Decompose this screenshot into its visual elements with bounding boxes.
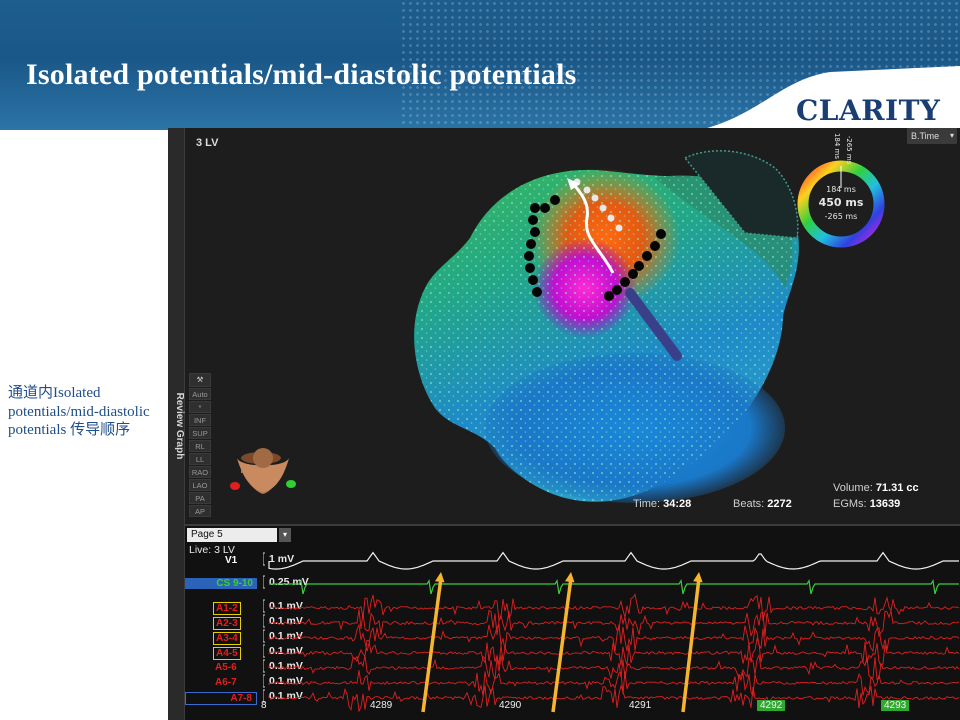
egm-traces[interactable] bbox=[263, 544, 960, 720]
view-button-ap[interactable]: AP bbox=[189, 505, 211, 517]
channel-label[interactable]: A4-5 bbox=[213, 647, 241, 660]
annotation-arrow bbox=[551, 577, 573, 713]
hammer-tool-icon[interactable]: ⚒ bbox=[189, 373, 211, 387]
egm-trace-area[interactable] bbox=[263, 544, 960, 720]
egms-readout: EGMs: 13639 bbox=[833, 498, 901, 510]
beat-number: 4289 bbox=[370, 700, 393, 711]
view-button-pa[interactable]: PA bbox=[189, 492, 211, 504]
ring-vertical-top: 184 ms bbox=[833, 133, 841, 159]
review-graph-panel[interactable]: Page 5 ▾ Live: 3 LV V1 1 mV CS 9-10 0.25 mV… bbox=[185, 524, 960, 720]
3d-map-viewer[interactable]: 184 ms 450 ms -265 ms 184 ms -265 ms 3 L… bbox=[185, 128, 960, 522]
annotation-arrow bbox=[681, 577, 701, 713]
channel-label[interactable]: A3-4 bbox=[213, 632, 241, 645]
beats-readout: Beats: 2272 bbox=[733, 498, 792, 510]
time-readout: Time: 34:28 bbox=[633, 498, 692, 510]
live-map-label: Live: 3 LV bbox=[189, 544, 235, 556]
beat-number: 4291 bbox=[629, 700, 652, 711]
mapping-app-window: Review Graph bbox=[168, 128, 960, 720]
beat-number: 4293 bbox=[881, 700, 910, 711]
time-window-ring[interactable]: 184 ms 450 ms -265 ms 184 ms -265 ms bbox=[797, 133, 885, 248]
channel-label[interactable]: CS 9-10 bbox=[185, 578, 257, 589]
slide-title: Isolated potentials/mid-diastolic potent… bbox=[26, 58, 577, 91]
scale-bracket bbox=[263, 552, 265, 566]
beat-number: 8 bbox=[261, 700, 267, 711]
channel-label[interactable]: A1-2 bbox=[213, 602, 241, 615]
channel-label[interactable]: A7-8 bbox=[185, 692, 257, 705]
view-button-lao[interactable]: LAO bbox=[189, 479, 211, 491]
scale-bracket bbox=[263, 599, 265, 613]
scale-bracket bbox=[263, 629, 265, 643]
channel-gain: 0.1 mV bbox=[269, 615, 303, 627]
catheter-shaft bbox=[625, 288, 682, 361]
view-orientation-buttons: ⚒ Auto * INF SUP RL LL RAO LAO PA AP bbox=[189, 373, 211, 518]
trace-bipolar bbox=[268, 609, 960, 638]
view-button-inf[interactable]: INF bbox=[189, 414, 211, 426]
conduction-arrow bbox=[571, 182, 615, 274]
scale-bracket bbox=[263, 614, 265, 628]
chevron-down-icon: ▾ bbox=[279, 528, 291, 542]
trace-bipolar bbox=[268, 637, 960, 668]
trace-bipolar bbox=[268, 623, 960, 653]
map-name-label: 3 LV bbox=[196, 137, 219, 149]
beat-number: 4290 bbox=[499, 700, 522, 711]
annotation-arrowhead bbox=[564, 572, 575, 583]
chamber-opening bbox=[683, 150, 799, 239]
scale-bracket bbox=[263, 659, 265, 673]
annotation-arrowhead bbox=[434, 572, 445, 583]
scale-bracket bbox=[263, 575, 265, 589]
trace-cs bbox=[269, 578, 959, 595]
ring-vertical-bottom: -265 ms bbox=[845, 136, 853, 165]
scale-bracket bbox=[263, 689, 265, 703]
annotation-arrowhead bbox=[693, 572, 703, 583]
side-note: 通道内Isolated potentials/mid-diastolic pot… bbox=[8, 385, 150, 438]
ring-bottom-ms: -265 ms bbox=[825, 212, 858, 221]
trace-v1 bbox=[268, 551, 959, 570]
channel-gain: 0.1 mV bbox=[269, 690, 303, 702]
trace-bipolar bbox=[268, 670, 960, 698]
review-graph-tab[interactable]: Review Graph bbox=[174, 392, 185, 460]
scale-bracket bbox=[263, 644, 265, 658]
beat-number: 4292 bbox=[757, 700, 786, 711]
trace-bipolar bbox=[268, 593, 960, 623]
timing-reference-value: B.Time bbox=[911, 131, 940, 141]
activation-map-canvas[interactable]: 184 ms 450 ms -265 ms 184 ms -265 ms bbox=[185, 128, 960, 522]
view-button-rao[interactable]: RAO bbox=[189, 466, 211, 478]
orientation-torso-figure[interactable] bbox=[230, 448, 296, 494]
view-button-rl[interactable]: RL bbox=[189, 440, 211, 452]
scale-bracket bbox=[263, 674, 265, 688]
ablation-line bbox=[524, 195, 666, 301]
channel-labels: V1 1 mV CS 9-10 0.25 mV A1-2 0.1 mV A2-3 0.1 mV… bbox=[185, 526, 309, 720]
chevron-down-icon: ▾ bbox=[949, 131, 954, 140]
channel-gain: 0.1 mV bbox=[269, 645, 303, 657]
logo-wave-shape bbox=[700, 66, 960, 130]
channel-gain: 1 mV bbox=[269, 553, 295, 565]
annotation-arrow bbox=[421, 577, 443, 713]
view-button-star[interactable]: * bbox=[189, 401, 211, 413]
slide-header: Isolated potentials/mid-diastolic potent… bbox=[0, 0, 960, 130]
view-button-sup[interactable]: SUP bbox=[189, 427, 211, 439]
channel-gain: 0.25 mV bbox=[269, 576, 309, 588]
view-button-auto[interactable]: Auto bbox=[189, 388, 211, 400]
left-sidebar: Review Graph bbox=[168, 128, 185, 720]
channel-label[interactable]: A5-6 bbox=[215, 662, 237, 673]
channel-label[interactable]: V1 bbox=[225, 555, 238, 566]
page-select[interactable]: Page 5 ▾ bbox=[187, 528, 291, 542]
ring-window-ms: 450 ms bbox=[819, 196, 864, 209]
channel-gain: 0.1 mV bbox=[269, 660, 303, 672]
trace-bipolar bbox=[268, 684, 960, 713]
clarity-logo: CLARITY bbox=[796, 94, 941, 127]
page-select-value: Page 5 bbox=[191, 529, 223, 540]
timing-reference-select[interactable]: B.Time ▾ bbox=[907, 128, 957, 144]
ring-top-ms: 184 ms bbox=[826, 185, 856, 194]
view-button-ll[interactable]: LL bbox=[189, 453, 211, 465]
volume-readout: Volume: 71.31 cc bbox=[833, 482, 919, 494]
channel-label[interactable]: A6-7 bbox=[215, 677, 237, 688]
trace-bipolar bbox=[268, 653, 960, 681]
channel-label[interactable]: A2-3 bbox=[213, 617, 241, 630]
